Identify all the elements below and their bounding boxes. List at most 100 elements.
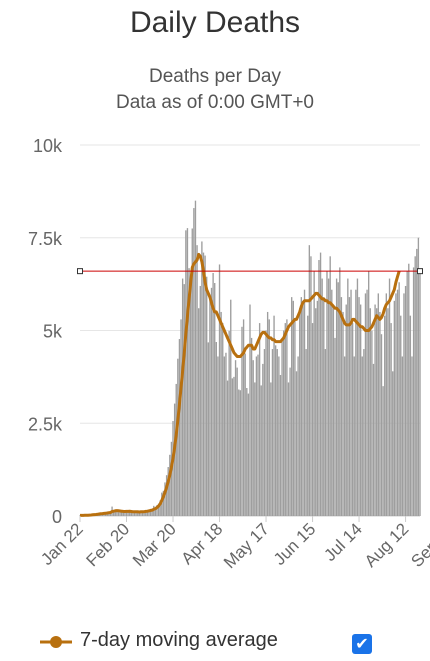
bar [162, 490, 165, 516]
reference-line-handle[interactable] [417, 268, 423, 275]
bar [141, 511, 144, 516]
bar [323, 297, 325, 516]
bar [356, 278, 359, 516]
bar [345, 304, 347, 516]
bar [180, 319, 182, 516]
bar [273, 315, 275, 516]
legend[interactable]: 7-day moving average ✔ [40, 626, 420, 660]
bar [170, 441, 173, 516]
x-tick-label: Aug 12 [361, 519, 413, 571]
bar [384, 315, 386, 516]
bar [305, 349, 307, 516]
bar [121, 510, 123, 516]
bar [331, 289, 333, 516]
y-tick-label: 2.5k [28, 414, 63, 434]
chart-title: Daily Deaths [129, 6, 301, 39]
bar [271, 349, 274, 516]
bar [367, 271, 370, 516]
bar [191, 228, 193, 516]
bar [178, 339, 181, 516]
bar [194, 200, 197, 516]
bar [222, 323, 224, 516]
bar [414, 256, 416, 516]
daily-deaths-bars [79, 200, 421, 517]
bar [377, 293, 379, 516]
bar [202, 252, 205, 516]
bar [400, 315, 402, 516]
chart-subtitle-line-1: Deaths per Day [148, 66, 281, 87]
bar [278, 356, 280, 516]
moving-average-series [80, 252, 401, 517]
bar [186, 228, 189, 516]
bar [387, 308, 389, 516]
bar [353, 356, 355, 516]
bar [114, 510, 116, 516]
bar [295, 371, 298, 516]
bar [167, 467, 169, 516]
bar [274, 345, 277, 516]
legend-marker-icon [40, 636, 72, 648]
bar [316, 300, 319, 516]
bar [151, 509, 153, 516]
legend-checkbox-icon[interactable]: ✔ [352, 634, 372, 654]
bar [308, 245, 311, 517]
bar [279, 375, 282, 516]
x-tick-label: Sep 10 [407, 519, 430, 571]
bar [157, 503, 160, 516]
bar [300, 297, 303, 516]
bar [252, 360, 254, 516]
bar [332, 308, 335, 516]
bar [247, 393, 250, 516]
bar [395, 293, 397, 516]
x-tick-label: Mar 20 [129, 519, 180, 570]
bar [311, 323, 314, 516]
bar [282, 330, 285, 516]
bar [262, 363, 264, 516]
x-tick-label: Jan 22 [37, 519, 87, 569]
bar [119, 512, 121, 516]
bar [218, 264, 221, 516]
bar [116, 510, 118, 516]
x-tick-label: Jun 15 [270, 519, 320, 569]
y-tick-label: 10k [33, 136, 63, 156]
bar [188, 268, 190, 516]
reference-line-handle[interactable] [77, 268, 83, 275]
bar [355, 289, 357, 516]
bar [210, 287, 213, 516]
bar [324, 349, 327, 516]
bar [206, 276, 208, 516]
bar [228, 330, 230, 516]
bar [225, 352, 227, 516]
bar [291, 297, 293, 516]
x-tick-label: May 17 [220, 519, 273, 572]
bar [334, 337, 336, 516]
bar [231, 378, 234, 516]
x-tick-label: Feb 20 [82, 519, 133, 570]
bar [230, 299, 232, 516]
bar [130, 512, 133, 516]
bar [417, 237, 420, 516]
bar [297, 356, 299, 516]
bar [183, 284, 185, 516]
bar [143, 511, 145, 516]
bar [145, 510, 147, 516]
bar [396, 289, 399, 516]
y-tick-label: 5k [43, 322, 63, 342]
bar [359, 304, 362, 516]
bar [284, 323, 286, 516]
bar [340, 297, 343, 516]
bar [254, 382, 256, 516]
bar [175, 383, 177, 516]
bar [299, 308, 301, 516]
bar [416, 248, 418, 516]
bar [117, 512, 120, 516]
bar [409, 315, 412, 516]
bar [347, 278, 349, 516]
bar [233, 376, 235, 516]
bar [135, 512, 137, 516]
bar [361, 356, 363, 516]
bar [318, 260, 320, 516]
bar [385, 293, 388, 516]
bar [165, 475, 168, 516]
